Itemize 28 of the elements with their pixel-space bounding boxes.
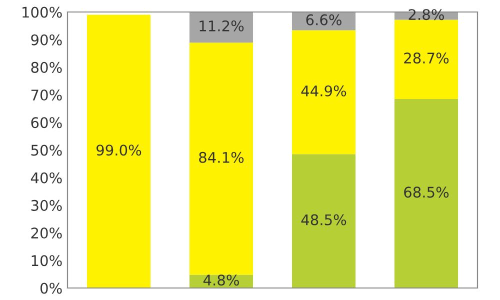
data-label: 6.6% <box>306 14 342 26</box>
bar <box>189 42 254 275</box>
y-tick-label: 70% <box>31 90 62 101</box>
data-label: 44.9% <box>301 85 346 96</box>
y-tick-label: 40% <box>30 172 62 184</box>
data-label: 28.7% <box>404 52 449 64</box>
bar <box>394 20 458 99</box>
data-label: 84.1% <box>199 152 244 163</box>
data-label: 68.5% <box>404 186 449 198</box>
bar <box>86 14 151 288</box>
bar <box>189 12 254 43</box>
y-tick-label: 80% <box>31 62 62 73</box>
data-label: 2.8% <box>408 9 444 20</box>
y-tick-label: 30% <box>31 200 62 211</box>
y-tick-label: 20% <box>31 228 62 239</box>
data-label: 11.2% <box>200 20 244 32</box>
data-label: 99.0% <box>96 144 142 156</box>
y-tick-label: 0% <box>40 282 62 294</box>
y-tick-label: 10% <box>32 255 62 266</box>
data-label: 4.8% <box>203 274 239 286</box>
bar <box>394 98 458 288</box>
y-tick-label: 100% <box>22 6 62 18</box>
y-tick-label: 50% <box>31 144 62 156</box>
bar <box>292 154 356 288</box>
y-tick-label: 60% <box>31 117 62 128</box>
data-label: 48.5% <box>301 214 346 226</box>
y-tick-label: 90% <box>31 34 62 46</box>
bar <box>292 30 356 154</box>
